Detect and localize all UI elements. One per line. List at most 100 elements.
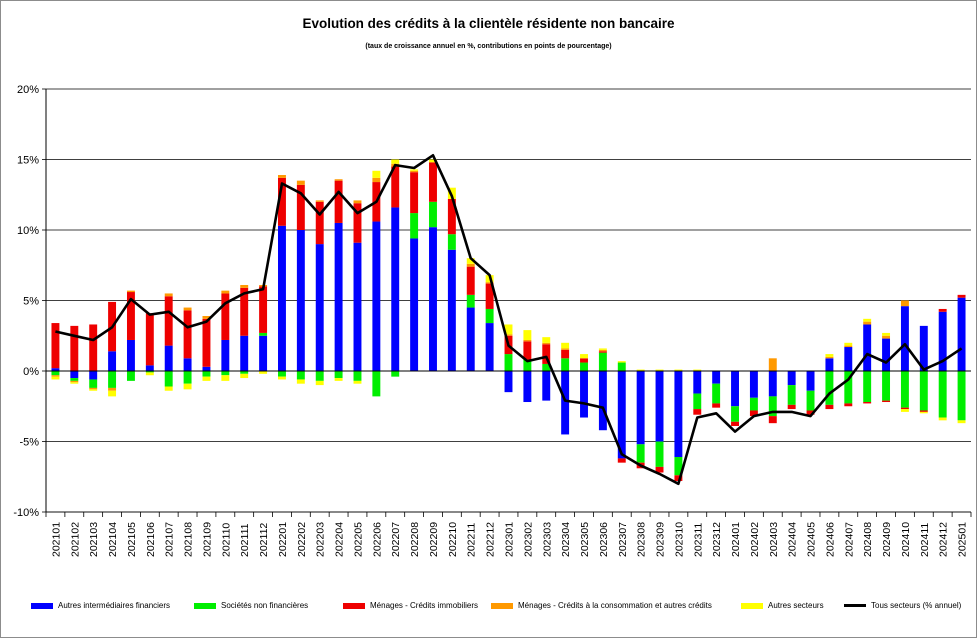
bar-segment xyxy=(655,371,664,442)
x-tick-label: 202303 xyxy=(541,522,553,557)
x-tick-label: 202311 xyxy=(692,523,704,557)
x-tick-label: 202410 xyxy=(900,522,912,557)
x-tick-label: 202404 xyxy=(787,522,799,557)
bar-segment xyxy=(806,410,815,415)
legend-label: Tous secteurs (% annuel) xyxy=(871,601,962,610)
bar-segment xyxy=(202,316,211,319)
legend-swatch xyxy=(491,602,513,609)
bar-segment xyxy=(296,379,305,384)
x-tick-label: 202107 xyxy=(164,522,176,557)
bar-segment xyxy=(334,180,343,223)
bar-segment xyxy=(278,371,286,377)
y-tick-label: -5% xyxy=(19,437,39,449)
x-tick-label: 202204 xyxy=(334,522,346,557)
bar-segment xyxy=(145,313,154,366)
bar-segment xyxy=(731,421,739,426)
bar-segment xyxy=(391,166,400,208)
bar-segment xyxy=(598,351,607,353)
bar-segment xyxy=(636,371,645,445)
bar-segment xyxy=(429,162,437,202)
bar-segment xyxy=(145,371,154,373)
bar-segment xyxy=(561,342,570,349)
x-tick-label: 202501 xyxy=(957,522,969,557)
x-tick-label: 202111 xyxy=(239,523,251,557)
bar-segment xyxy=(315,200,324,202)
bar-segment xyxy=(787,404,796,410)
bar-segment xyxy=(315,201,324,245)
legend-item: Tous secteurs (% annuel) xyxy=(844,601,961,610)
bar-segment xyxy=(693,409,702,415)
bar-segment xyxy=(787,385,796,405)
bar-segment xyxy=(882,335,891,339)
bar-segment xyxy=(183,307,192,311)
bar-segment xyxy=(674,371,683,458)
bar-segment xyxy=(334,371,343,379)
x-tick-label: 202210 xyxy=(447,522,459,557)
legend-swatch xyxy=(741,602,763,609)
bar-segment xyxy=(51,368,60,371)
bar-segment xyxy=(712,383,721,404)
bar-segment xyxy=(315,244,324,371)
bar-segment xyxy=(882,332,891,336)
x-tick-label: 202301 xyxy=(504,522,516,557)
y-tick-label: 15% xyxy=(17,155,39,167)
legend-item: Ménages - Crédits immobiliers xyxy=(343,601,478,610)
bar-segment xyxy=(674,369,683,371)
bar-segment xyxy=(221,293,230,340)
bar-segment xyxy=(259,371,268,374)
bar-segment xyxy=(70,325,79,371)
bar-segment xyxy=(108,351,117,371)
bar-segment xyxy=(296,230,305,371)
bar-segment xyxy=(240,371,249,374)
bar-segment xyxy=(278,175,286,178)
bar-segment xyxy=(145,365,154,371)
bar-segment xyxy=(768,371,777,397)
x-tick-label: 202405 xyxy=(806,522,818,557)
bar-segment xyxy=(580,354,588,359)
bar-segment xyxy=(372,170,381,178)
x-tick-label: 202307 xyxy=(617,522,629,557)
bar-segment xyxy=(466,307,475,371)
bar-segment xyxy=(372,177,381,183)
bar-segment xyxy=(636,369,645,371)
bar-segment xyxy=(485,323,494,371)
bar-segment xyxy=(485,283,494,309)
x-tick-label: 202408 xyxy=(862,522,874,557)
bar-segment xyxy=(429,159,437,163)
x-tick-label: 202109 xyxy=(201,522,213,557)
bar-segment xyxy=(429,227,437,371)
bar-segment xyxy=(89,379,98,388)
bar-segment xyxy=(429,201,437,228)
bar-segment xyxy=(51,323,60,369)
bar-segment xyxy=(523,371,532,403)
bar-segment xyxy=(957,294,966,298)
bar-segment xyxy=(278,225,286,371)
bar-segment xyxy=(542,363,551,371)
bar-segment xyxy=(523,359,532,371)
bar-segment xyxy=(768,416,777,424)
bar-segment xyxy=(749,410,758,417)
legend-swatch xyxy=(844,604,866,607)
bar-segment xyxy=(221,371,230,376)
bar-segment xyxy=(617,458,626,463)
bar-segment xyxy=(410,238,419,371)
x-tick-label: 202411 xyxy=(919,523,931,557)
bar-segment xyxy=(863,371,872,403)
bar-segment xyxy=(504,354,513,371)
bar-segment xyxy=(89,387,98,390)
bar-segment xyxy=(957,420,966,424)
legend-swatch xyxy=(343,602,365,609)
legend-label: Ménages - Crédits immobiliers xyxy=(370,601,479,610)
bar-segment xyxy=(598,371,607,431)
x-tick-label: 202206 xyxy=(371,522,383,557)
bar-segment xyxy=(202,366,211,371)
bar-segment xyxy=(334,179,343,181)
bar-segment xyxy=(674,457,683,476)
bar-segment xyxy=(863,324,872,371)
x-tick-label: 202304 xyxy=(560,522,572,557)
bar-segment xyxy=(938,417,947,421)
bar-segment xyxy=(466,294,475,308)
legend-swatch xyxy=(194,602,216,609)
bar-segment xyxy=(863,402,872,404)
x-tick-label: 202211 xyxy=(466,523,478,557)
